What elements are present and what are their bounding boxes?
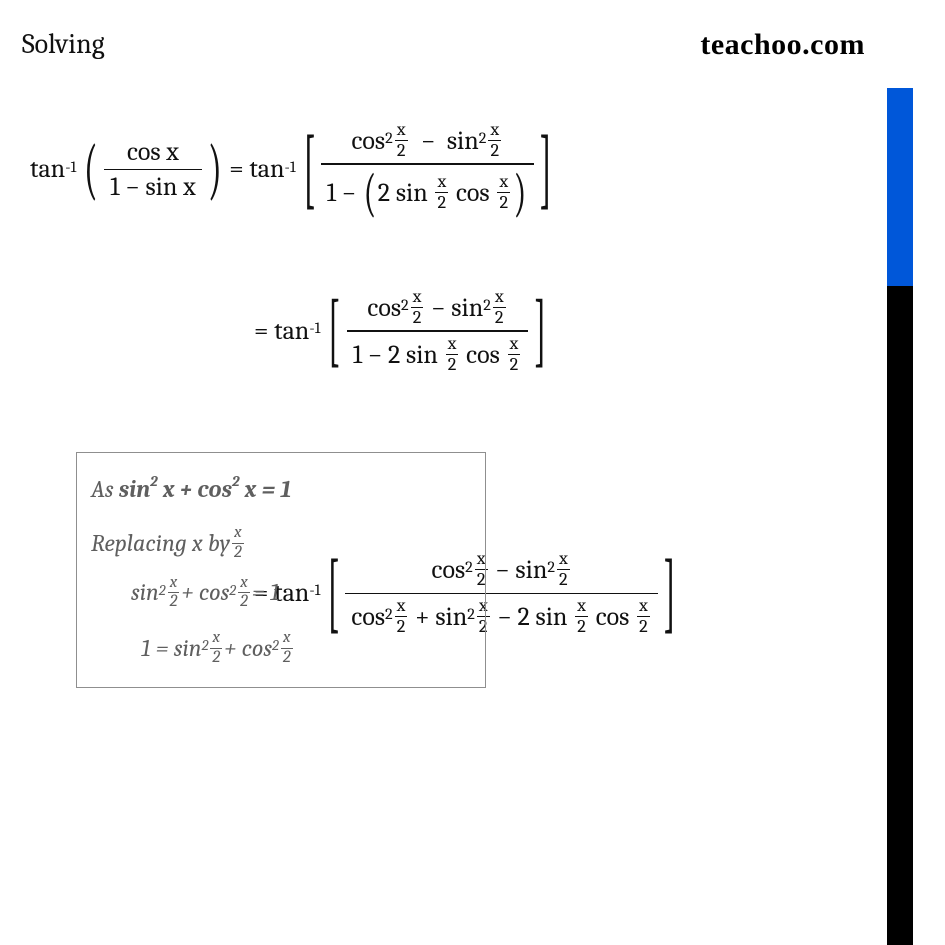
one-text: 1 [110, 172, 119, 202]
one-text: 1 [327, 178, 336, 208]
lbracket-icon: [ [328, 291, 341, 372]
hint-line-1: As sin2 x + cos2 x = 1 [91, 467, 469, 513]
half-frac: x2 [637, 596, 650, 637]
cos-text: cos [596, 602, 630, 632]
half-frac: x2 [232, 524, 244, 563]
sq-sup: 2 [483, 296, 491, 315]
sq-sup: 2 [385, 605, 393, 624]
hint-line-4: 1 = sin2 x2 + cos2 x2 [141, 626, 469, 672]
minus-text: − [421, 126, 435, 156]
sq-sup: 2 [547, 558, 555, 577]
equation-2: = tan-1 [ cos2 x2 − sin2 x2 1 − 2 sin x2… [254, 285, 915, 377]
two-text: 2 [388, 340, 400, 370]
half-frac: x2 [557, 549, 570, 590]
half-frac: x2 [497, 172, 510, 213]
minus-text: − [497, 602, 511, 632]
minus-text: − [342, 178, 356, 208]
lbracket-icon: [ [303, 125, 316, 213]
frac-rhs2: cos2 x2 − sin2 x2 1 − 2 sin x2 cos x2 [347, 285, 529, 377]
cos-text: cos [456, 178, 490, 208]
x-text: x [166, 137, 179, 167]
rparen-icon: ) [514, 167, 527, 219]
hint-line-3: sin2 x2 + cos2 x2 = 1 [131, 570, 469, 616]
rbracket-icon: ] [534, 291, 547, 372]
lparen-icon: ( [363, 167, 376, 219]
rparen-icon: ) [207, 136, 221, 204]
minus-text: − [431, 293, 445, 323]
eq-text: = [229, 154, 243, 184]
sq-sup: 2 [465, 558, 473, 577]
lparen-icon: ( [84, 136, 98, 204]
page-title: Solving [22, 28, 105, 60]
inv-sup: -1 [309, 581, 320, 600]
sin-text: sin [515, 555, 547, 585]
sq-sup: 2 [467, 605, 475, 624]
cos-text: cos [367, 293, 401, 323]
half-frac: x2 [488, 120, 501, 161]
half-frac: x2 [575, 596, 588, 637]
minus-text: − [368, 340, 382, 370]
inv-sup: -1 [285, 158, 296, 177]
sin-text: sin [145, 172, 177, 202]
cos-text: cos [466, 340, 500, 370]
sin-text: sin [396, 178, 428, 208]
half-frac: x2 [508, 334, 521, 375]
half-frac: x2 [411, 287, 424, 328]
cos-text: cos [127, 137, 161, 167]
tan-text: tan [274, 316, 309, 346]
inv-sup: -1 [309, 319, 320, 338]
tan-text: tan [249, 154, 284, 184]
half-frac: x2 [446, 334, 459, 375]
cos-text: cos [351, 126, 385, 156]
hint-line-2: Replacing x by x2 [91, 521, 469, 567]
page: Solving teachoo.com tan-1 ( cos x 1 − si… [0, 0, 945, 945]
eq-text: = [254, 316, 268, 346]
hint-box: As sin2 x + cos2 x = 1 Replacing x by x2… [76, 452, 486, 688]
half-frac: x2 [238, 574, 250, 613]
minus-text: − [125, 172, 139, 202]
half-frac: x2 [210, 629, 222, 668]
two-text: 2 [378, 178, 390, 208]
header: Solving teachoo.com [22, 28, 915, 62]
sin-text: sin [536, 602, 568, 632]
frac-cosx-over-1-sinx: cos x 1 − sin x [104, 135, 202, 205]
sin-text: sin [406, 340, 438, 370]
sin-text: sin [451, 293, 483, 323]
half-frac: x2 [435, 172, 448, 213]
x-text: x [183, 172, 196, 202]
lbracket-icon: [ [327, 549, 340, 637]
sin-text: sin [447, 126, 479, 156]
minus-text: − [495, 555, 509, 585]
rbracket-icon: ] [539, 125, 552, 213]
frac-rhs1: cos2 x2 − sin2 x2 1 − ( 2 sin x2 cos x2 … [321, 118, 534, 221]
sq-sup: 2 [401, 296, 409, 315]
half-frac: x2 [395, 120, 408, 161]
side-accent-black [887, 286, 913, 945]
rbracket-icon: ] [663, 549, 676, 637]
half-frac: x2 [168, 574, 180, 613]
half-frac: x2 [281, 629, 293, 668]
one-text: 1 [353, 340, 362, 370]
two-text: 2 [518, 602, 530, 632]
tan-text: tan [30, 154, 65, 184]
half-frac: x2 [493, 287, 506, 328]
brand-logo: teachoo.com [700, 28, 865, 62]
inv-sup: -1 [65, 158, 76, 177]
side-accent-blue [887, 88, 913, 286]
equation-1: tan-1 ( cos x 1 − sin x ) = tan-1 [ cos2… [30, 118, 915, 221]
sq-sup: 2 [479, 129, 487, 148]
sq-sup: 2 [385, 129, 393, 148]
